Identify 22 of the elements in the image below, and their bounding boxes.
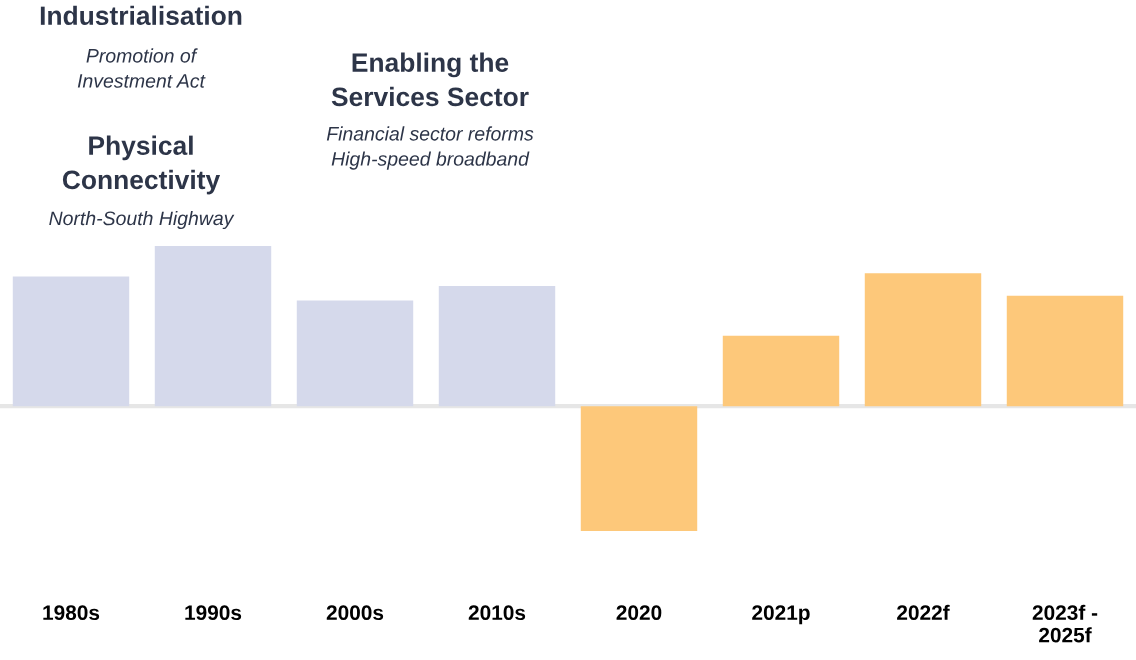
- text: Enabling the Services Sector: [331, 52, 529, 107]
- text: North-South Highway: [49, 210, 235, 230]
- bar: [296, 300, 414, 407]
- bar: [722, 335, 840, 407]
- text: Promotion of Investment Act: [77, 48, 206, 88]
- x-tick-label: 2021p: [752, 605, 810, 625]
- bar: [438, 286, 556, 407]
- x-tick-label: 1990s: [185, 605, 242, 621]
- x-tick-label: 2010s: [468, 605, 526, 621]
- text: Industrialisation: [40, 5, 242, 26]
- bar: [864, 273, 982, 407]
- x-tick-label: 1980s: [43, 605, 100, 621]
- bar: [12, 276, 130, 407]
- bar: [1006, 295, 1124, 407]
- bar: [580, 406, 698, 531]
- x-tick-label: 2000s: [326, 605, 384, 621]
- text: Financial sector reforms High-speed broadband: [326, 126, 534, 170]
- x-tick-label: 2020: [616, 605, 662, 621]
- x-tick-label: 2023f - 2025f: [1032, 604, 1098, 643]
- x-tick-label: 2022f: [897, 604, 950, 621]
- bar: [154, 246, 272, 407]
- text: Physical Connectivity: [62, 135, 221, 195]
